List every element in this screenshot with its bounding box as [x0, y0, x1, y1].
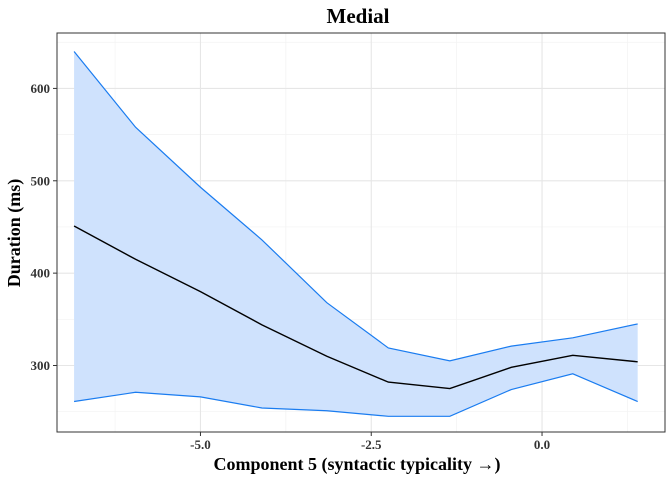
y-tick-label: 400	[31, 266, 51, 281]
y-tick-label: 500	[31, 173, 51, 188]
plot-area	[73, 51, 638, 417]
chart-title: Medial	[327, 4, 390, 28]
confidence-ribbon	[74, 51, 638, 417]
y-tick-label: 600	[31, 81, 51, 96]
axis-ticks: -5.0 -2.5 0.0 300 400 500 600	[31, 81, 551, 452]
lower-bound-line	[73, 373, 638, 417]
x-tick-label: -2.5	[361, 437, 382, 452]
x-tick-label: -5.0	[190, 437, 211, 452]
upper-bound-line	[73, 51, 638, 362]
estimate-line	[73, 225, 638, 390]
panel-border	[56, 32, 666, 433]
y-axis-title: Duration (ms)	[4, 179, 25, 288]
x-axis-title: Component 5 (syntactic typicality →)	[214, 454, 501, 475]
y-tick-label: 300	[31, 358, 51, 373]
x-tick-label: 0.0	[534, 437, 550, 452]
